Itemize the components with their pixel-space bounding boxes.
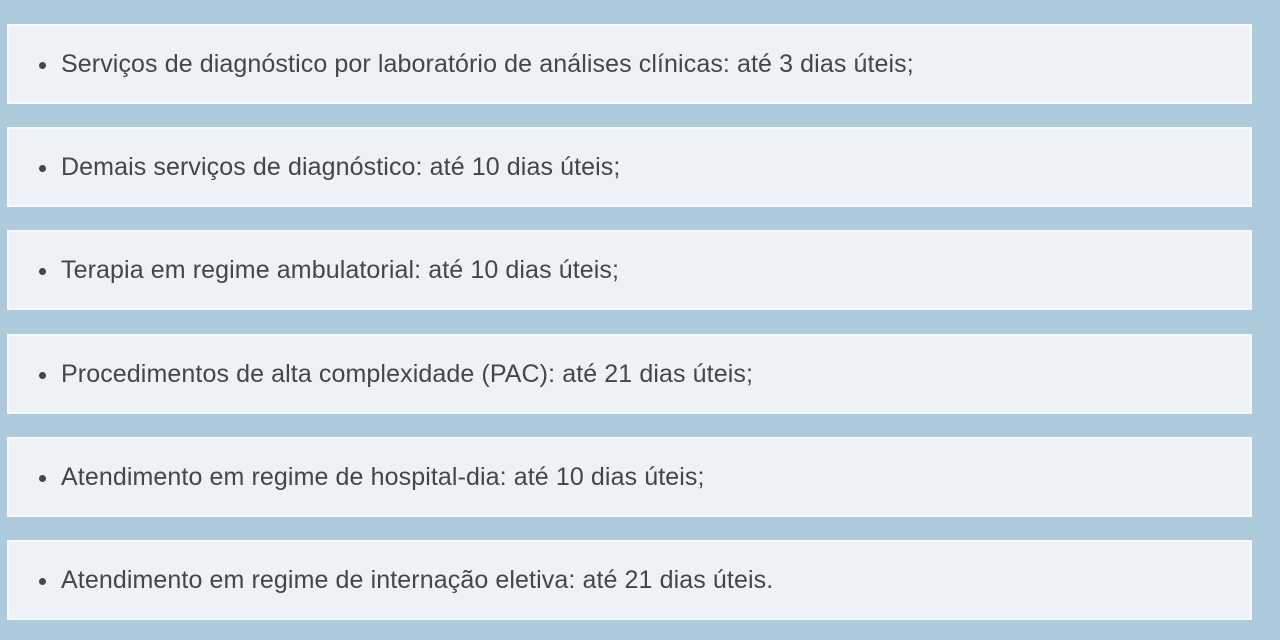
list-item-label: Demais serviços de diagnóstico: até 10 d…: [61, 153, 621, 182]
list-item: Procedimentos de alta complexidade (PAC)…: [7, 333, 1252, 414]
bullet-icon: [39, 268, 46, 276]
list-item: Serviços de diagnóstico por laboratório …: [7, 24, 1252, 104]
list-item-label: Serviços de diagnóstico por laboratório …: [61, 50, 914, 78]
list-item-label: Atendimento em regime de hospital-dia: a…: [61, 462, 705, 491]
list-item: Atendimento em regime de internação elet…: [7, 539, 1252, 620]
bullet-icon: [39, 577, 46, 585]
list-item-label: Atendimento em regime de internação elet…: [61, 565, 774, 594]
list-item-label: Procedimentos de alta complexidade (PAC)…: [61, 359, 754, 388]
list-item: Atendimento em regime de hospital-dia: a…: [7, 436, 1252, 517]
bullet-icon: [39, 62, 46, 69]
bullet-icon: [39, 165, 46, 173]
bullet-icon: [39, 474, 46, 482]
list-item: Demais serviços de diagnóstico: até 10 d…: [7, 127, 1252, 208]
list-item: Terapia em regime ambulatorial: até 10 d…: [7, 230, 1252, 311]
bullet-icon: [39, 371, 46, 379]
list-item-label: Terapia em regime ambulatorial: até 10 d…: [61, 256, 620, 285]
